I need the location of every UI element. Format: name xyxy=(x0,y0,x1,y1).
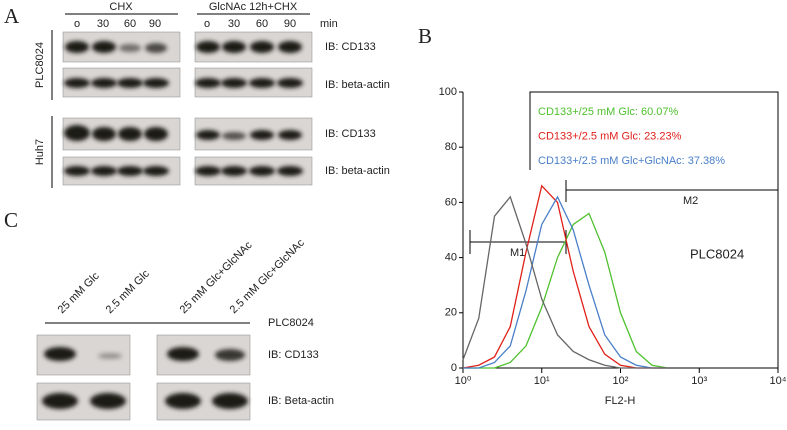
legend-entry: CD133+/2.5 mM Glc: 23.23% xyxy=(538,130,682,142)
lane-label: 30 xyxy=(228,18,240,30)
y-tick-label: 100 xyxy=(439,86,457,98)
blot-label: IB: beta-actin xyxy=(325,79,390,91)
group-label: GlcNAc 12h+CHX xyxy=(209,1,298,13)
gate-m2 xyxy=(565,180,778,202)
cell-line: PLC8024 xyxy=(34,42,46,88)
x-tick-label: 10² xyxy=(613,375,629,387)
legend-entry: CD133+/2.5 mM Glc+GlcNAc: 37.38% xyxy=(538,155,725,167)
blot-label: IB: CD133 xyxy=(325,41,376,53)
y-tick-label: 40 xyxy=(445,252,457,264)
x-axis-label: FL2-H xyxy=(605,395,636,407)
x-tick-label: 10³ xyxy=(691,375,707,387)
lane-label: 60 xyxy=(124,18,136,30)
cell-line: PLC8024 xyxy=(268,317,314,329)
blot-label: IB: CD133 xyxy=(325,128,376,140)
lane-label: 90 xyxy=(284,18,296,30)
group-label: CHX xyxy=(109,1,133,13)
gate-box xyxy=(529,91,779,368)
x-tick-label: 10¹ xyxy=(534,375,550,387)
y-tick-label: 0 xyxy=(451,362,457,374)
lane-label: 30 xyxy=(97,18,109,30)
lane-label: 90 xyxy=(149,18,161,30)
x-tick-label: 10⁴ xyxy=(770,375,787,387)
panel-label: C xyxy=(4,208,18,232)
panel-label: B xyxy=(418,24,432,48)
unit-label: min xyxy=(320,18,338,30)
gate-label: M2 xyxy=(683,195,698,207)
lane-label: o xyxy=(204,18,210,30)
lane-label: 2.5 mM Glc xyxy=(104,268,153,317)
histogram-line xyxy=(462,195,668,369)
y-tick-label: 60 xyxy=(445,196,457,208)
histogram-line xyxy=(463,212,668,369)
x-tick-label: 10⁰ xyxy=(455,375,472,387)
lane-label: 25 mM Glc xyxy=(56,270,102,316)
blot-image xyxy=(36,334,251,421)
blot-label: IB: CD133 xyxy=(268,349,319,361)
lane-label: o xyxy=(74,18,80,30)
blot-label: IB: beta-actin xyxy=(325,165,390,177)
histogram-line xyxy=(463,195,668,369)
blot-label: IB: Beta-actin xyxy=(268,395,334,407)
panel-label: A xyxy=(4,4,20,28)
annotation: PLC8024 xyxy=(690,246,744,261)
lane-label: 60 xyxy=(256,18,268,30)
gate-label: M1 xyxy=(510,247,525,259)
legend-entry: CD133+/25 mM Glc: 60.07% xyxy=(538,106,679,118)
blot-image xyxy=(62,31,313,186)
cell-line: Huh7 xyxy=(34,139,46,165)
y-tick-label: 20 xyxy=(445,307,457,319)
y-tick-label: 80 xyxy=(445,141,457,153)
